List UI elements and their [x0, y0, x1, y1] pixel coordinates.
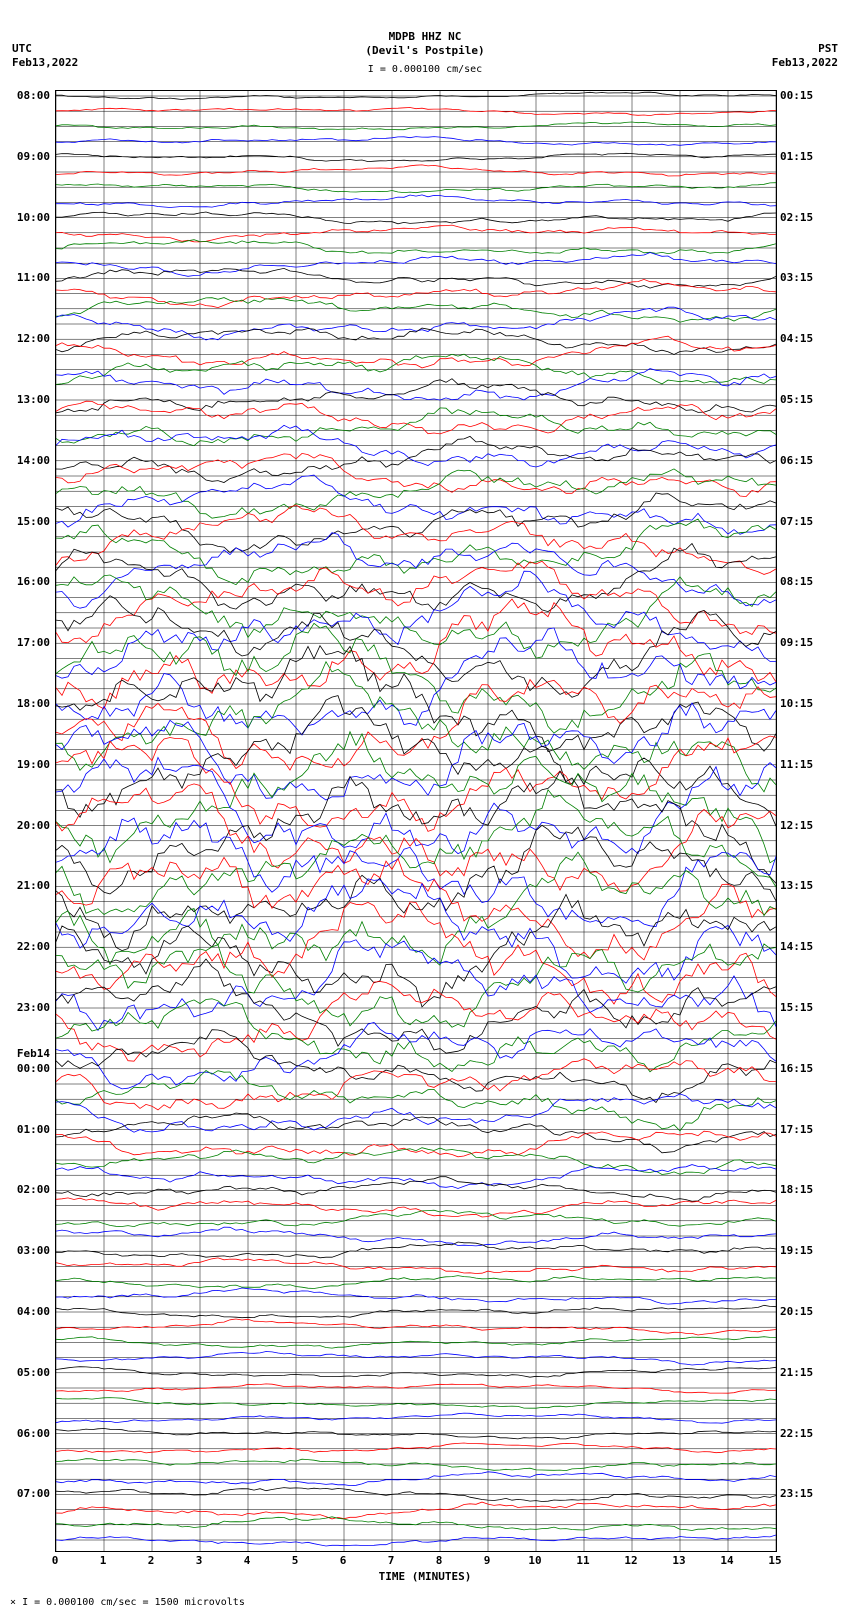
footer-bar-icon: I: [22, 1597, 28, 1608]
x-tick-label: 10: [525, 1554, 545, 1567]
x-tick-label: 13: [669, 1554, 689, 1567]
pst-time-label: 10:15: [780, 697, 840, 710]
utc-time-label: 03:00: [2, 1244, 50, 1257]
pst-time-label: 16:15: [780, 1062, 840, 1075]
x-tick-label: 14: [717, 1554, 737, 1567]
utc-time-label: 15:00: [2, 515, 50, 528]
x-tick-label: 12: [621, 1554, 641, 1567]
seismogram-svg: [56, 91, 776, 1551]
utc-time-label: 18:00: [2, 697, 50, 710]
x-tick-label: 0: [45, 1554, 65, 1567]
utc-date: Feb13,2022: [12, 56, 78, 69]
pst-time-label: 18:15: [780, 1183, 840, 1196]
pst-time-label: 23:15: [780, 1487, 840, 1500]
x-tick-label: 9: [477, 1554, 497, 1567]
pst-date: Feb13,2022: [772, 56, 838, 69]
pst-time-label: 19:15: [780, 1244, 840, 1257]
x-tick-label: 4: [237, 1554, 257, 1567]
pst-label: PST: [818, 42, 838, 55]
x-tick-label: 3: [189, 1554, 209, 1567]
utc-time-label: 05:00: [2, 1366, 50, 1379]
utc-time-label: 02:00: [2, 1183, 50, 1196]
x-tick-label: 2: [141, 1554, 161, 1567]
x-tick-label: 6: [333, 1554, 353, 1567]
pst-time-label: 02:15: [780, 211, 840, 224]
utc-time-label: 11:00: [2, 271, 50, 284]
pst-time-label: 06:15: [780, 454, 840, 467]
x-tick-label: 1: [93, 1554, 113, 1567]
utc-time-label: 16:00: [2, 575, 50, 588]
utc-time-label: 08:00: [2, 89, 50, 102]
utc-label: UTC: [12, 42, 32, 55]
x-tick-label: 11: [573, 1554, 593, 1567]
utc-time-label: 12:00: [2, 332, 50, 345]
title-line-2: (Devil's Postpile): [0, 44, 850, 57]
pst-time-label: 11:15: [780, 758, 840, 771]
pst-time-label: 21:15: [780, 1366, 840, 1379]
title-line-1: MDPB HHZ NC: [0, 30, 850, 43]
footer-scale: × I = 0.000100 cm/sec = 1500 microvolts: [10, 1597, 245, 1608]
pst-time-label: 01:15: [780, 150, 840, 163]
footer-prefix: ×: [10, 1597, 16, 1608]
pst-time-label: 12:15: [780, 819, 840, 832]
utc-time-label: 23:00: [2, 1001, 50, 1014]
utc-time-label: 10:00: [2, 211, 50, 224]
utc-time-label: 00:00: [2, 1062, 50, 1075]
utc-time-label: 22:00: [2, 940, 50, 953]
utc-time-label: 13:00: [2, 393, 50, 406]
pst-time-label: 05:15: [780, 393, 840, 406]
pst-time-label: 08:15: [780, 575, 840, 588]
pst-time-label: 17:15: [780, 1123, 840, 1136]
utc-time-label: 17:00: [2, 636, 50, 649]
pst-time-label: 22:15: [780, 1427, 840, 1440]
scale-bar-icon: I: [368, 64, 374, 75]
x-tick-label: 15: [765, 1554, 785, 1567]
utc-time-label: 19:00: [2, 758, 50, 771]
utc-time-label: 14:00: [2, 454, 50, 467]
utc-time-label: 04:00: [2, 1305, 50, 1318]
pst-time-label: 09:15: [780, 636, 840, 649]
pst-time-label: 07:15: [780, 515, 840, 528]
seismogram-container: MDPB HHZ NC (Devil's Postpile) I = 0.000…: [0, 0, 850, 1613]
pst-time-label: 04:15: [780, 332, 840, 345]
scale-text: = 0.000100 cm/sec: [380, 64, 482, 75]
plot-area: [55, 90, 777, 1552]
pst-time-label: 14:15: [780, 940, 840, 953]
pst-time-label: 20:15: [780, 1305, 840, 1318]
utc-time-label: 07:00: [2, 1487, 50, 1500]
pst-time-label: 15:15: [780, 1001, 840, 1014]
x-tick-label: 7: [381, 1554, 401, 1567]
utc-time-label: 09:00: [2, 150, 50, 163]
x-tick-label: 8: [429, 1554, 449, 1567]
utc-time-label: 21:00: [2, 879, 50, 892]
pst-time-label: 13:15: [780, 879, 840, 892]
pst-time-label: 00:15: [780, 89, 840, 102]
utc-time-label: 06:00: [2, 1427, 50, 1440]
utc-time-label: 01:00: [2, 1123, 50, 1136]
pst-time-label: 03:15: [780, 271, 840, 284]
utc-time-label: 20:00: [2, 819, 50, 832]
x-axis-title: TIME (MINUTES): [0, 1570, 850, 1583]
scale-indicator: I = 0.000100 cm/sec: [0, 64, 850, 75]
utc-time-label: Feb14: [2, 1047, 50, 1060]
footer-text: = 0.000100 cm/sec = 1500 microvolts: [34, 1597, 245, 1608]
x-tick-label: 5: [285, 1554, 305, 1567]
